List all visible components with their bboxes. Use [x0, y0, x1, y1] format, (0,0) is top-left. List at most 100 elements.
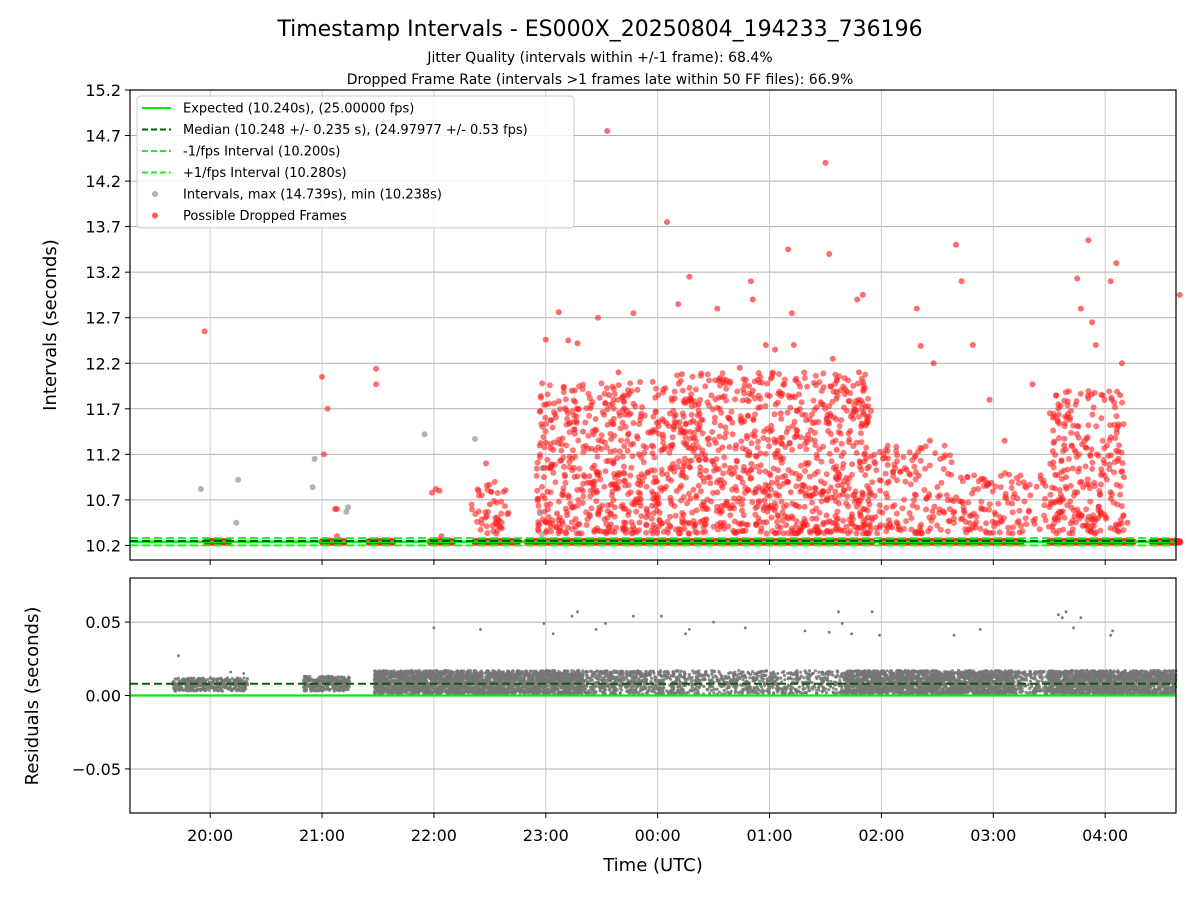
dropped-frame-cluster-point	[703, 467, 709, 474]
dropped-frame-cluster-point	[633, 508, 640, 515]
dropped-frame-cluster-point	[604, 406, 611, 413]
dropped-frame-cluster-point	[802, 468, 808, 474]
dropped-frame-cluster-point	[601, 483, 608, 490]
dropped-frame-cluster-point	[980, 482, 987, 489]
dropped-frame-cluster-point	[1010, 524, 1016, 531]
dropped-frame-cluster-point	[975, 486, 982, 492]
dropped-frame-cluster-point	[610, 405, 617, 412]
dropped-frame-cluster-point	[469, 506, 475, 513]
dropped-frame-point-24	[568, 387, 575, 394]
dropped-frame-cluster-point	[711, 414, 718, 421]
legend-marker-4	[152, 191, 158, 197]
dropped-frame-cluster-point	[613, 524, 620, 531]
legend-label-2: -1/fps Interval (10.200s)	[183, 145, 340, 160]
dropped-frame-cluster-point	[833, 416, 840, 423]
dropped-frame-cluster-point	[864, 507, 871, 514]
dropped-frame-cluster-point	[809, 499, 815, 506]
dropped-frame-cluster-point	[715, 394, 722, 401]
interval-point-2	[235, 476, 242, 483]
dropped-frame-cluster-point	[840, 491, 846, 498]
dropped-frame-cluster-point	[1090, 512, 1097, 519]
dropped-frame-cluster-point	[793, 407, 800, 414]
dropped-frame-cluster-point	[619, 394, 626, 401]
dropped-frame-cluster-point	[779, 517, 786, 524]
dropped-frame-cluster-point	[997, 484, 1004, 491]
dropped-frame-cluster-point	[876, 502, 883, 509]
dropped-frame-cluster-point	[697, 488, 704, 495]
dropped-frame-cluster-point	[628, 519, 635, 526]
dropped-frame-cluster-point	[789, 500, 796, 507]
interval-point-8	[471, 435, 478, 442]
dropped-frame-cluster-point	[592, 426, 599, 433]
dropped-frame-cluster-point	[687, 464, 694, 471]
dropped-frame-point-25	[574, 340, 581, 347]
dropped-frame-cluster-point	[601, 390, 608, 397]
dropped-frame-cluster-point	[540, 434, 547, 441]
dropped-frame-cluster-point	[891, 461, 898, 468]
dropped-frame-cluster-point	[541, 508, 548, 515]
dropped-frame-cluster-point	[534, 487, 541, 494]
dropped-frame-cluster-point	[563, 530, 570, 537]
dropped-frame-cluster-point	[823, 471, 830, 478]
dropped-frame-cluster-point	[771, 411, 778, 418]
dropped-frame-cluster-point	[590, 431, 597, 438]
dropped-frame-point-1	[319, 373, 325, 380]
dropped-frame-cluster-point	[719, 484, 726, 491]
dropped-frame-cluster-point	[752, 411, 758, 418]
residual-band-point	[325, 675, 329, 679]
dropped-frame-cluster-point	[555, 398, 562, 405]
interval-point-11	[537, 510, 544, 517]
dropped-frame-cluster-point	[772, 503, 779, 510]
dropped-frame-cluster-point	[592, 416, 599, 422]
dropped-frame-cluster-point	[1005, 529, 1012, 536]
dropped-frame-cluster-point	[740, 463, 747, 470]
dropped-frame-cluster-point	[971, 510, 977, 517]
interval-point-0	[197, 486, 204, 492]
dropped-frame-cluster-point	[758, 525, 765, 532]
dropped-frame-cluster-point	[899, 505, 906, 512]
dropped-frame-cluster-point	[637, 379, 644, 385]
dropped-frame-cluster-point	[852, 488, 859, 495]
dropped-frame-point-43	[747, 278, 754, 285]
dropped-frame-cluster-point	[945, 497, 951, 504]
intervals-legend: Expected (10.240s), (25.00000 fps)Median…	[136, 95, 575, 229]
dropped-frame-cluster-point	[864, 514, 871, 521]
dropped-frame-cluster-point	[786, 440, 793, 447]
dropped-frame-cluster-point	[682, 420, 689, 427]
dropped-frame-cluster-point	[791, 394, 798, 401]
dropped-frame-cluster-point	[624, 447, 631, 454]
dropped-frame-cluster-point	[877, 487, 884, 494]
dropped-frame-cluster-point	[750, 417, 757, 423]
residual-band-point	[226, 687, 230, 691]
dropped-frame-cluster-point	[723, 397, 730, 404]
dropped-frame-cluster-point	[860, 381, 867, 388]
dropped-frame-cluster-point	[889, 468, 896, 475]
dropped-frame-cluster-point	[826, 450, 833, 457]
dropped-frame-cluster-point	[781, 504, 787, 511]
residual-band-point	[304, 675, 309, 679]
dropped-frame-point-93	[636, 451, 642, 458]
dropped-frame-cluster-point	[918, 445, 925, 452]
dropped-frame-cluster-point	[1075, 423, 1082, 430]
dropped-frame-cluster-point	[755, 438, 761, 445]
dropped-frame-cluster-point	[728, 408, 735, 415]
dropped-frame-cluster-point	[917, 524, 923, 531]
dropped-frame-cluster-point	[782, 444, 789, 450]
residual-band-point	[303, 687, 307, 691]
dropped-frame-cluster-point	[907, 481, 914, 488]
dropped-frame-cluster-point	[640, 459, 647, 466]
dropped-frame-cluster-point	[536, 521, 543, 528]
residual-band-point	[190, 687, 194, 691]
dropped-frame-cluster-point	[705, 435, 712, 442]
dropped-frame-cluster-point	[803, 446, 810, 453]
residual-band-point	[175, 683, 179, 687]
dropped-frame-cluster-point	[693, 492, 700, 499]
dropped-frame-cluster-point	[1072, 449, 1079, 455]
dropped-frame-cluster-point	[971, 472, 978, 479]
dropped-frame-cluster-point	[785, 467, 792, 473]
dropped-frame-cluster-point	[813, 382, 819, 389]
dropped-frame-point-81	[1118, 360, 1125, 367]
dropped-frame-cluster-point	[665, 423, 672, 430]
dropped-frame-cluster-point	[670, 426, 677, 433]
dropped-frame-cluster-point	[923, 506, 930, 513]
